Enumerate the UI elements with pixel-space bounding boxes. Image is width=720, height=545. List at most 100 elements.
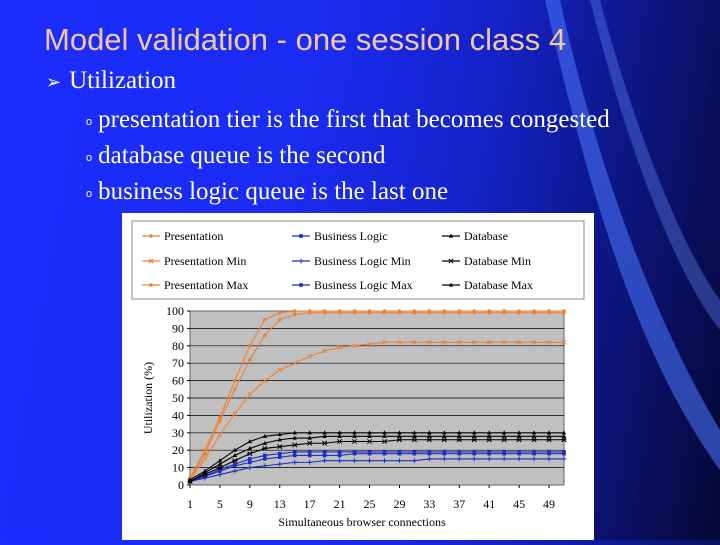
data-point bbox=[412, 430, 417, 435]
legend-marker bbox=[448, 258, 454, 264]
data-point bbox=[217, 472, 223, 477]
series-line bbox=[189, 341, 564, 481]
legend-marker bbox=[448, 282, 454, 287]
data-point bbox=[292, 453, 297, 458]
data-point bbox=[427, 339, 432, 345]
data-point bbox=[547, 450, 551, 454]
data-point bbox=[411, 437, 417, 443]
data-point bbox=[248, 460, 252, 465]
legend-entry: Presentation Max bbox=[164, 278, 248, 292]
data-point bbox=[367, 433, 372, 438]
data-point bbox=[531, 456, 537, 462]
data-point bbox=[516, 339, 522, 345]
data-point bbox=[337, 453, 342, 458]
legend-entry: Presentation Min bbox=[164, 254, 246, 268]
data-point bbox=[382, 309, 387, 313]
data-point bbox=[292, 309, 297, 313]
circle-bullet-icon: o bbox=[86, 116, 93, 128]
data-point bbox=[502, 450, 506, 454]
y-tick-label: 20 bbox=[172, 443, 184, 457]
y-axis-label: Utilization (%) bbox=[141, 362, 155, 434]
chart-legend bbox=[131, 220, 585, 300]
data-point bbox=[233, 378, 237, 383]
slide-title: Model validation - one session class 4 bbox=[44, 22, 567, 57]
y-tick-label: 90 bbox=[172, 321, 184, 335]
subbullet-2: o database queue is the second bbox=[86, 142, 386, 170]
data-point bbox=[247, 392, 253, 397]
data-point bbox=[546, 456, 552, 462]
data-point bbox=[427, 309, 432, 313]
x-tick-label: 33 bbox=[423, 497, 435, 511]
data-point bbox=[247, 451, 253, 457]
legend-marker bbox=[149, 283, 153, 287]
data-point bbox=[456, 456, 462, 462]
data-point bbox=[561, 437, 567, 443]
x-tick-label: 5 bbox=[217, 497, 223, 511]
x-tick-label: 29 bbox=[393, 497, 405, 511]
data-point bbox=[412, 309, 417, 313]
data-point bbox=[441, 339, 447, 345]
data-point bbox=[262, 445, 268, 452]
y-tick-label: 40 bbox=[172, 408, 184, 422]
y-tick-label: 10 bbox=[172, 461, 184, 475]
data-point bbox=[546, 433, 552, 438]
data-point bbox=[277, 461, 283, 467]
data-point bbox=[247, 439, 253, 444]
data-point bbox=[307, 459, 313, 465]
data-point bbox=[187, 477, 193, 482]
data-point bbox=[562, 450, 566, 454]
data-point bbox=[382, 458, 387, 464]
x-axis-label: Simultaneous browser connections bbox=[278, 515, 446, 529]
data-point bbox=[397, 433, 402, 438]
legend-marker bbox=[298, 258, 304, 264]
series-line bbox=[189, 312, 564, 481]
data-point bbox=[442, 309, 447, 313]
data-point bbox=[397, 339, 402, 345]
data-point bbox=[277, 437, 282, 442]
data-point bbox=[263, 457, 267, 461]
x-tick-label: 13 bbox=[274, 497, 286, 511]
data-point bbox=[277, 451, 282, 456]
data-point bbox=[397, 430, 402, 435]
utilization-chart: Presentation Business Logic Database Presen… bbox=[131, 220, 585, 529]
legend-entry: Presentation bbox=[164, 229, 223, 243]
data-point bbox=[412, 339, 417, 345]
subbullet-1: o presentation tier is the first that bec… bbox=[86, 106, 610, 134]
legend-entry: Database bbox=[464, 229, 508, 243]
data-point bbox=[486, 437, 492, 443]
data-point bbox=[292, 430, 297, 435]
data-point bbox=[562, 309, 566, 313]
data-point bbox=[561, 456, 567, 462]
data-point bbox=[322, 348, 327, 354]
data-point bbox=[531, 430, 537, 435]
data-point bbox=[263, 333, 267, 338]
data-point bbox=[307, 309, 312, 313]
data-point bbox=[531, 339, 537, 345]
data-point bbox=[351, 438, 358, 445]
data-point bbox=[277, 455, 282, 459]
data-point bbox=[307, 440, 313, 446]
data-point bbox=[412, 433, 417, 438]
data-point bbox=[366, 438, 373, 445]
data-point bbox=[396, 437, 403, 443]
data-point bbox=[307, 453, 312, 458]
data-point bbox=[367, 309, 372, 313]
x-tick-label: 9 bbox=[247, 497, 253, 511]
data-point bbox=[472, 309, 477, 313]
data-point bbox=[337, 430, 342, 435]
data-point bbox=[218, 415, 222, 419]
data-point bbox=[337, 438, 343, 445]
data-point bbox=[472, 430, 477, 435]
circle-bullet-icon: o bbox=[86, 152, 93, 164]
data-point bbox=[307, 430, 312, 435]
data-point bbox=[322, 309, 327, 313]
data-point bbox=[337, 433, 342, 438]
data-point bbox=[382, 433, 387, 438]
bullet-utilization: ➢ Utilization bbox=[46, 66, 176, 98]
x-tick-label: 21 bbox=[334, 497, 346, 511]
data-point bbox=[457, 430, 462, 435]
data-point bbox=[248, 357, 252, 362]
data-point bbox=[322, 433, 327, 438]
subbullet-3: o business logic queue is the last one bbox=[86, 178, 448, 206]
data-point bbox=[471, 456, 477, 462]
